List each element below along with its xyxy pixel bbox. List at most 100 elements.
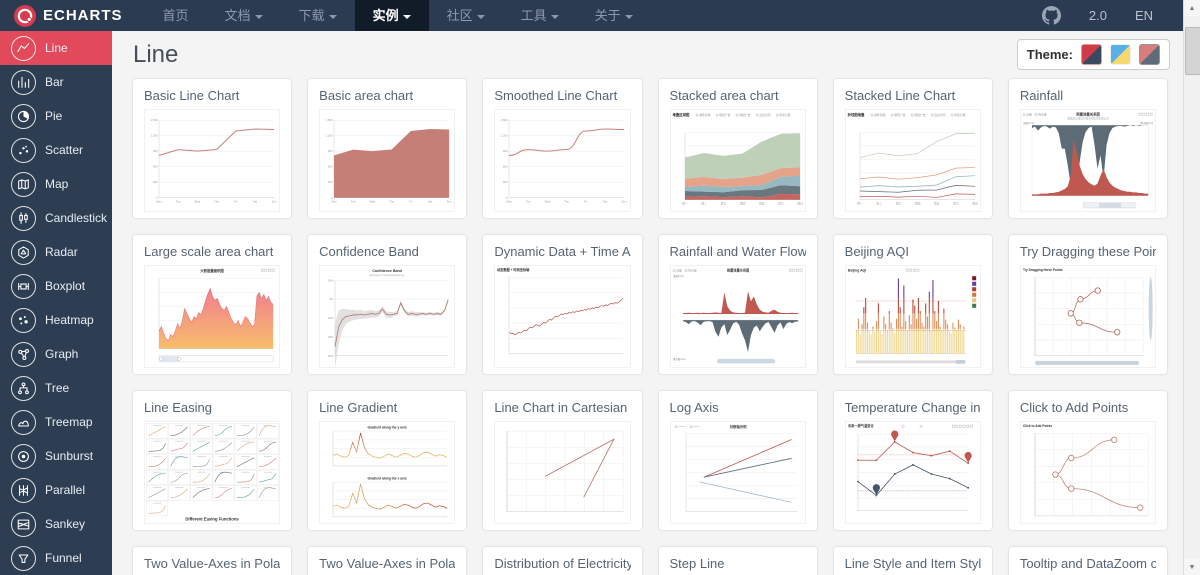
example-card-click-to-add-points[interactable]: Click to Add Points Click to Add Points [1008, 391, 1167, 530]
echarts-logo[interactable]: ECHARTS [0, 4, 145, 27]
example-card-basic-line-chart[interactable]: Basic Line Chart 1,500 1,200 900 600 300 0 Mon T… [133, 79, 292, 218]
example-card-distribution-of-electricity[interactable]: Distribution of Electricity [483, 547, 642, 575]
example-card-title: Beijing AQI [844, 244, 909, 259]
example-card-rainfall[interactable]: Rainfall 雨量流量关系图 数据来自西安兰特水文技术有限公司 流量 降水量 流量(m… [1008, 79, 1167, 218]
example-card-confidence-band[interactable]: Confidence Band Confidence Band Example in… [308, 235, 467, 374]
svg-text:1,200: 1,200 [326, 134, 333, 138]
sidebar-item-radar[interactable]: .f{fill:#fff;stroke:none;} Radar [0, 235, 112, 269]
example-card-title: Temperature Change in the c... [844, 400, 981, 415]
svg-text:Sat: Sat [428, 199, 432, 203]
scrollbar-down-arrow[interactable]: ▼ [1184, 559, 1200, 575]
boxplot-icon: .f{fill:#fff;stroke:none;} [11, 273, 36, 299]
sidebar-item-map[interactable]: .f{fill:#fff;stroke:none;} Map [0, 167, 112, 201]
sidebar-item-line[interactable]: .f{fill:#fff;stroke:none;} Line [0, 31, 112, 65]
nav-item-docs[interactable]: 文档 [207, 0, 281, 31]
example-chart-thumbnail: 1,500 1,200 900 600 300 0 Mon Tue Wed Thu Fri Sat Su… [319, 109, 456, 212]
sidebar-item-funnel[interactable]: .f{fill:#fff;stroke:none;} Funnel [0, 541, 112, 575]
example-chart-thumbnail: Gradient along the y axis Gradient along … [319, 421, 456, 524]
theme-swatch-light-theme[interactable] [1110, 44, 1131, 65]
vertical-scrollbar[interactable]: ▲ ▼ [1183, 0, 1200, 575]
sidebar-item-parallel[interactable]: .f{fill:#fff;stroke:none;} Parallel [0, 473, 112, 507]
nav-right: 2.0 EN [1041, 6, 1183, 25]
example-card-title: Rainfall and Water Flow [669, 244, 806, 259]
example-chart-thumbnail: 雨量流量关系图 数据来自西安兰特水文技术有限公司 流量 降水量 流量(m³/s) 降水量(… [1019, 109, 1156, 212]
example-card-dynamic-data-time-axis[interactable]: Dynamic Data + Time Axis 动态数据 + 时间坐标轴 [483, 235, 642, 374]
echarts-logo-text: ECHARTS [43, 7, 123, 24]
svg-text:10%: 10% [328, 278, 334, 282]
sidebar-item-treemap[interactable]: .f{fill:#fff;stroke:none;} Treemap [0, 405, 112, 439]
sidebar-item-boxplot[interactable]: .f{fill:#fff;stroke:none;} Boxplot [0, 269, 112, 303]
sidebar-item-scatter[interactable]: .f{fill:#fff;stroke:none;} Scatter [0, 133, 112, 167]
example-chart-thumbnail: Beijing AQI [844, 265, 981, 368]
sidebar-item-label: Scatter [45, 143, 84, 157]
svg-text:-30%: -30% [327, 354, 334, 358]
example-card-beijing-aqi[interactable]: Beijing AQI Beijing AQI [833, 235, 992, 374]
github-icon[interactable] [1041, 6, 1061, 25]
svg-text:流量: 流量 [676, 269, 682, 273]
svg-text:Sun: Sun [622, 199, 627, 203]
example-card-line-easing[interactable]: Line Easing Different Easing Functions [133, 391, 292, 530]
nav-item-examples[interactable]: 实例 [354, 0, 429, 31]
svg-text:-10%: -10% [327, 316, 334, 320]
example-card-line-gradient[interactable]: Line Gradient Gradient along the y axis Gr… [308, 391, 467, 530]
version-link[interactable]: 2.0 [1088, 8, 1107, 23]
svg-text:周二: 周二 [876, 201, 882, 205]
nav-item-about[interactable]: 关于 [577, 0, 651, 31]
example-card-title: Two Value-Axes in Polar [319, 556, 456, 571]
example-card-temperature-change-in-the-c[interactable]: Temperature Change in the c... 未来一周气温变化 [833, 391, 992, 530]
example-card-smoothed-line-chart[interactable]: Smoothed Line Chart 1,500 1,200 900 600 300 0 M… [483, 79, 642, 218]
example-card-stacked-area-chart[interactable]: Stacked area chart 堆叠区域图 邮件营销 联盟广告 视频广告 直接访问 搜… [658, 79, 817, 218]
chevron-down-icon [328, 14, 337, 19]
example-card-basic-area-chart[interactable]: Basic area chart 1,500 1,200 900 600 300 0 Mon T… [308, 79, 467, 218]
svg-text:邮件营销: 邮件营销 [699, 113, 710, 117]
sidebar-item-candlestick[interactable]: .f{fill:#fff;stroke:none;} Candlestick [0, 201, 112, 235]
example-card-line-chart-in-cartesian-coord[interactable]: Line Chart in Cartesian Coord... [483, 391, 642, 530]
nav-item-community[interactable]: 社区 [429, 0, 503, 31]
svg-text:0: 0 [156, 196, 158, 200]
example-card-large-scale-area-chart[interactable]: Large scale area chart 大数据量面积图 [133, 235, 292, 374]
svg-text:搜索引擎: 搜索引擎 [954, 113, 965, 117]
example-card-step-line[interactable]: Step Line [658, 547, 817, 575]
example-card-title: Confidence Band [319, 244, 419, 259]
svg-text:雨量流量关系图: 雨量流量关系图 [726, 268, 749, 273]
nav-item-home[interactable]: 首页 [162, 8, 189, 23]
example-card-tooltip-and-datazoom-on-mo[interactable]: Tooltip and DataZoom on Mo... [1008, 547, 1167, 575]
example-card-rainfall-and-water-flow[interactable]: Rainfall and Water Flow 流量 降水量 雨量流量关系图 流量(m³… [658, 235, 817, 374]
example-card-try-dragging-these-points[interactable]: Try Dragging these Points Try Dragging th… [1008, 235, 1167, 374]
sidebar-item-pie[interactable]: .f{fill:#fff;stroke:none;} Pie [0, 99, 112, 133]
sidebar-item-sunburst[interactable]: .f{fill:#fff;stroke:none;} Sunburst [0, 439, 112, 473]
svg-text:流量: 流量 [1026, 113, 1032, 117]
theme-swatch-default-theme[interactable] [1081, 44, 1102, 65]
theme-swatch-vintage-theme[interactable] [1139, 44, 1160, 65]
page-title: Line [133, 41, 179, 68]
treemap-icon: .f{fill:#fff;stroke:none;} [11, 409, 36, 435]
sidebar-item-graph[interactable]: .f{fill:#fff;stroke:none;} Graph [0, 337, 112, 371]
sidebar-item-label: Sankey [45, 517, 86, 531]
example-chart-thumbnail: 大数据量面积图 [144, 265, 281, 368]
example-card-two-value-axes-in-polar[interactable]: Two Value-Axes in Polar [133, 547, 292, 575]
language-toggle[interactable]: EN [1134, 8, 1153, 23]
sidebar-item-heatmap[interactable]: .f{fill:#fff;stroke:none;} Heatmap [0, 303, 112, 337]
svg-text:900: 900 [153, 149, 158, 153]
example-card-two-value-axes-in-polar[interactable]: Two Value-Axes in Polar [308, 547, 467, 575]
example-card-stacked-line-chart[interactable]: Stacked Line Chart 折线图堆叠 邮件营销 联盟广告 视频广告 直接访问 搜… [833, 79, 992, 218]
svg-text:900: 900 [503, 149, 508, 153]
top-navbar: ECHARTS 首页 文档 下载 实例 社区 工具 关于 2.0 EN [0, 0, 1183, 31]
heatmap-icon: .f{fill:#fff;stroke:none;} [11, 307, 36, 333]
svg-text:600: 600 [503, 165, 508, 169]
example-card-log-axis[interactable]: Log Axis 对数轴示例 [658, 391, 817, 530]
scrollbar-up-arrow[interactable]: ▲ [1184, 0, 1200, 16]
sidebar-item-label: Parallel [45, 483, 86, 497]
parallel-icon: .f{fill:#fff;stroke:none;} [11, 477, 36, 503]
svg-text:1,500: 1,500 [326, 118, 333, 122]
sidebar-item-bar[interactable]: .f{fill:#fff;stroke:none;} Bar [0, 65, 112, 99]
nav-item-download[interactable]: 下载 [281, 0, 355, 31]
svg-text:搜索引擎: 搜索引擎 [779, 113, 790, 117]
example-card-line-style-and-item-style[interactable]: Line Style and Item Style [833, 547, 992, 575]
scrollbar-thumb[interactable] [1185, 27, 1200, 75]
nav-menu: 首页 文档 下载 实例 社区 工具 关于 [145, 0, 651, 31]
nav-item-tools[interactable]: 工具 [503, 0, 577, 31]
svg-text:300: 300 [328, 180, 333, 184]
sidebar-item-tree[interactable]: .f{fill:#fff;stroke:none;} Tree [0, 371, 112, 405]
sidebar-item-sankey[interactable]: .f{fill:#fff;stroke:none;} Sankey [0, 507, 112, 541]
